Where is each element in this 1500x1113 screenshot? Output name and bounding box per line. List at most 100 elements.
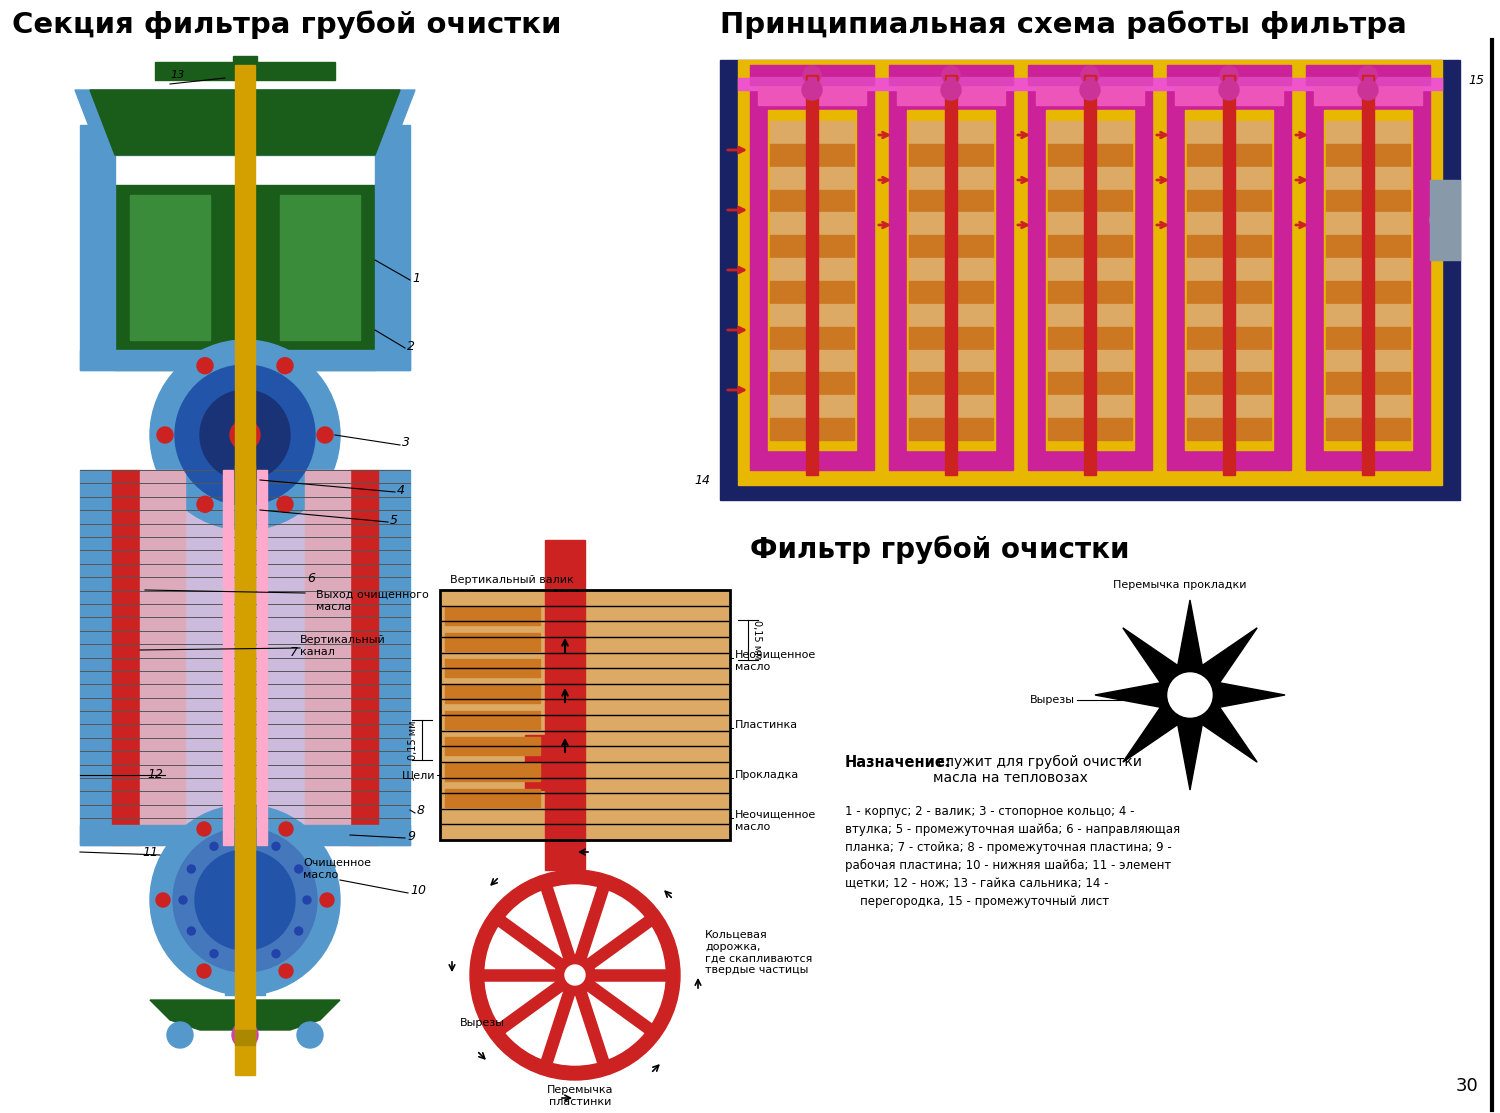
Circle shape [555, 955, 596, 995]
Circle shape [566, 965, 585, 985]
Bar [1186, 373, 1270, 394]
Bar [909, 349, 993, 372]
Bar [897, 80, 1005, 105]
Bar [1326, 304, 1410, 326]
Text: 3: 3 [402, 436, 410, 450]
Polygon shape [150, 999, 340, 1030]
Text: 11: 11 [142, 847, 158, 859]
Bar [1167, 77, 1292, 85]
Bar [1326, 373, 1410, 394]
Bar [446, 633, 540, 651]
Polygon shape [1095, 600, 1286, 790]
Bar [1222, 75, 1234, 475]
Circle shape [176, 365, 315, 505]
Circle shape [1359, 66, 1377, 83]
Text: перегородка, 15 - промежуточный лист: перегородка, 15 - промежуточный лист [844, 895, 1108, 908]
Bar [806, 75, 818, 475]
Bar [770, 373, 853, 394]
Bar [770, 395, 853, 417]
Bar [750, 65, 874, 470]
Circle shape [178, 896, 188, 904]
Bar [140, 470, 184, 845]
Text: 4: 4 [398, 483, 405, 496]
Circle shape [230, 420, 260, 450]
Bar [236, 1030, 255, 1045]
Bar [1084, 75, 1096, 475]
Bar [909, 395, 993, 417]
Bar [1186, 327, 1270, 348]
Bar [446, 659, 540, 677]
Bar [1364, 77, 1372, 85]
Text: Вырезы: Вырезы [460, 1018, 506, 1028]
Bar [1326, 167, 1410, 188]
Bar [1314, 80, 1422, 105]
Text: Вырезы: Вырезы [1030, 695, 1075, 705]
Text: Неочищенное
масло: Неочищенное масло [735, 650, 816, 671]
Bar [1036, 80, 1144, 105]
Circle shape [294, 927, 303, 935]
Circle shape [320, 893, 334, 907]
Bar [1186, 189, 1270, 211]
Bar [909, 304, 993, 326]
Bar [442, 592, 728, 838]
Text: Перемычка прокладки: Перемычка прокладки [1113, 580, 1246, 590]
Bar [770, 327, 853, 348]
Circle shape [242, 958, 249, 966]
Bar [446, 607, 540, 626]
Bar [1048, 349, 1132, 372]
Circle shape [303, 896, 310, 904]
Bar [750, 77, 874, 85]
Bar [1048, 395, 1132, 417]
Bar [1186, 280, 1270, 303]
Circle shape [188, 927, 195, 935]
Text: щетки; 12 - нож; 13 - гайка сальника; 14 -: щетки; 12 - нож; 13 - гайка сальника; 14… [844, 877, 1108, 890]
Bar [1174, 80, 1282, 105]
Bar [446, 737, 540, 755]
Circle shape [272, 949, 280, 957]
Bar [909, 258, 993, 280]
Circle shape [1430, 205, 1460, 235]
Bar [770, 418, 853, 440]
Bar [1048, 121, 1132, 142]
Bar [225, 983, 266, 995]
Text: Вертикальный валик: Вертикальный валик [450, 575, 573, 585]
Bar [80, 470, 112, 845]
Circle shape [278, 357, 292, 374]
Bar [1326, 144, 1410, 166]
Bar [224, 470, 232, 845]
Text: 10: 10 [410, 885, 426, 897]
Bar [1167, 65, 1292, 470]
Circle shape [470, 870, 680, 1080]
Bar [1048, 167, 1132, 188]
Circle shape [150, 805, 340, 995]
Bar [808, 77, 816, 85]
Text: Фильтр грубой очистки: Фильтр грубой очистки [750, 535, 1130, 563]
Bar [1048, 189, 1132, 211]
Circle shape [196, 357, 213, 374]
Bar [256, 470, 267, 845]
Bar [1186, 395, 1270, 417]
Text: 1: 1 [413, 272, 420, 285]
Bar [770, 213, 853, 234]
Bar [1326, 121, 1410, 142]
Circle shape [156, 893, 170, 907]
Bar [1186, 349, 1270, 372]
Bar [544, 540, 585, 870]
Circle shape [188, 865, 195, 873]
Circle shape [1220, 80, 1239, 100]
Circle shape [1082, 66, 1100, 83]
Bar [1430, 180, 1460, 260]
Bar [909, 235, 993, 257]
Bar [80, 825, 410, 845]
Bar [720, 60, 1460, 500]
Circle shape [1168, 673, 1212, 717]
Circle shape [158, 427, 172, 443]
Text: 5: 5 [390, 513, 398, 526]
Bar [909, 144, 993, 166]
Circle shape [802, 66, 820, 83]
Bar [350, 470, 378, 845]
Text: 30: 30 [1455, 1077, 1478, 1095]
Bar [130, 195, 210, 339]
Bar [1046, 110, 1134, 450]
Bar [440, 590, 730, 840]
